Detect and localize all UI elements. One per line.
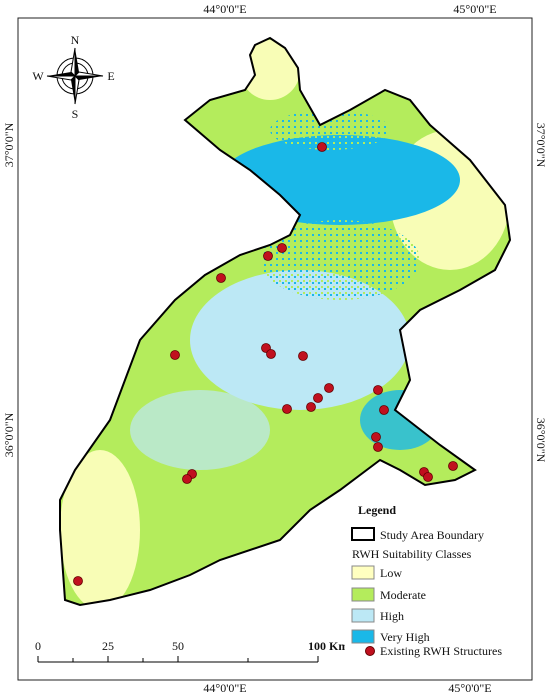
lon-label: 44°0'0"E [203,681,246,695]
lon-label: 44°0'0"E [203,2,246,16]
legend-subtitle: RWH Suitability Classes [352,547,472,561]
compass-n: N [71,33,80,47]
compass-s: S [72,107,79,121]
legend-item: Low [380,566,402,580]
compass-w: W [32,69,44,83]
lat-label: 37°0'0"N [2,122,16,167]
scale-label: 50 [172,639,184,653]
legend: Legend Study Area Boundary RWH Suitabili… [345,495,527,665]
legend-item: Very High [380,630,430,644]
scale-label: 25 [102,639,114,653]
lat-label: 37°0'0"N [534,123,548,168]
scale-label: 0 [35,639,41,653]
legend-item: High [380,609,404,623]
lon-label: 45°0'0"E [448,681,491,695]
lat-label: 36°0'0"N [2,412,16,457]
legend-item: Moderate [380,588,426,602]
legend-item: Study Area Boundary [380,528,484,542]
north-arrow: N S W E [32,33,114,121]
scale-bar: 0 25 50 100 Km [35,639,348,663]
lon-label: 45°0'0"E [453,2,496,16]
legend-box [345,495,527,665]
compass-e: E [107,69,114,83]
rwh-structures [73,142,458,586]
legend-title: Legend [358,503,396,517]
legend-item: Existing RWH Structures [380,644,502,658]
scale-label: 100 Km [308,639,348,653]
lat-label: 36°0'0"N [534,418,548,463]
